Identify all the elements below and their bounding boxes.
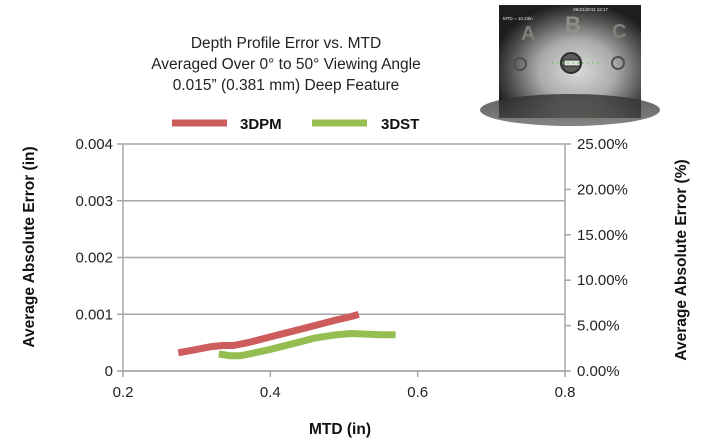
y-tick-label-0: 0: [105, 363, 113, 380]
chart-title-line-1: Depth Profile Error vs. MTD: [191, 35, 381, 52]
inset-letter-a: A: [521, 23, 535, 45]
chart-title: Depth Profile Error vs. MTD Averaged Ove…: [151, 35, 420, 94]
x-tick-label-0: 0.2: [113, 384, 134, 401]
y-right-axis-title: Average Absolute Error (%): [673, 159, 690, 360]
y-tick-label-2: 0.002: [75, 250, 113, 267]
inset-timestamp: 06/21/2011 12:17: [573, 7, 608, 12]
y-right-tick-label-0: 0.00%: [577, 363, 620, 380]
series-line-3dpm: [177, 310, 360, 357]
x-tick-label-1: 0.4: [260, 384, 281, 401]
inset-letter-b: B: [565, 12, 581, 37]
y-right-tick-label-3: 15.00%: [577, 227, 628, 244]
inset-letter-c: C: [612, 21, 626, 43]
y-axis-title: Average Absolute Error (in): [21, 146, 38, 347]
series-line-3dst: [218, 330, 396, 360]
x-tick-label-3: 0.8: [555, 384, 576, 401]
inset-shadow-band: [480, 94, 660, 126]
y-right-tick-label-1: 5.00%: [577, 318, 620, 335]
chart-title-line-2: Averaged Over 0° to 50° Viewing Angle: [151, 56, 420, 73]
x-tick-label-2: 0.6: [407, 384, 428, 401]
inset-hole-left: [513, 57, 527, 71]
y-right-tick-label-4: 20.00%: [577, 181, 628, 198]
legend-label-3dst: 3DST: [381, 116, 419, 133]
legend-label-3dpm: 3DPM: [240, 116, 282, 133]
y-tick-label-3: 0.003: [75, 193, 113, 210]
x-axis-title: MTD (in): [309, 421, 371, 438]
series-lines: [177, 310, 396, 360]
legend: 3DPM 3DST: [172, 116, 419, 133]
y-right-tick-label-5: 25.00%: [577, 136, 628, 153]
inset-hole-right: [611, 56, 625, 70]
chart-title-line-3: 0.015” (0.381 mm) Deep Feature: [173, 77, 400, 94]
y-right-tick-label-2: 10.00%: [577, 272, 628, 289]
y-tick-label-1: 0.001: [75, 306, 113, 323]
x-tick-labels: 0.2 0.4 0.6 0.8: [113, 371, 576, 401]
y-tick-label-4: 0.004: [75, 136, 113, 153]
y-tick-labels: 0 0.001 0.002 0.003 0.004: [75, 136, 123, 380]
inset-image: A B C 06/21/2011 12:17 MTD = 10.23in: [480, 5, 660, 126]
y-right-tick-labels: 0.00% 5.00% 10.00% 15.00% 20.00% 25.00%: [565, 136, 628, 380]
inset-mtd-readout: MTD = 10.23in: [503, 16, 533, 21]
